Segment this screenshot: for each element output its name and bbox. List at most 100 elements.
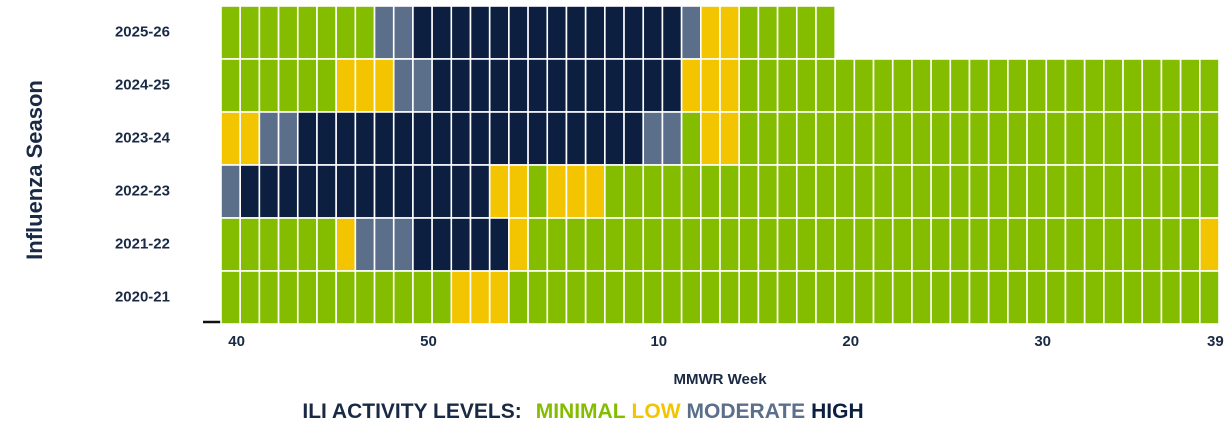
cell xyxy=(1045,111,1067,166)
cell xyxy=(911,164,932,219)
cell xyxy=(623,164,645,219)
cell xyxy=(412,270,433,325)
cell xyxy=(776,58,798,113)
cell xyxy=(604,217,625,272)
cell xyxy=(258,58,280,113)
cell xyxy=(450,217,472,272)
cell xyxy=(891,270,913,325)
cell xyxy=(1007,58,1028,113)
cell xyxy=(700,111,721,166)
y-tick-label: 2023-24 xyxy=(115,129,171,146)
cell xyxy=(239,58,261,113)
cell xyxy=(1179,111,1201,166)
cell xyxy=(584,270,606,325)
cell xyxy=(680,58,702,113)
cell xyxy=(834,164,856,219)
cell xyxy=(1179,58,1201,113)
cell xyxy=(431,217,453,272)
cell xyxy=(296,217,318,272)
cell xyxy=(488,58,510,113)
cell xyxy=(1179,217,1201,272)
cell xyxy=(815,5,836,60)
cell xyxy=(1026,111,1048,166)
cell xyxy=(220,5,241,60)
cell xyxy=(277,5,299,60)
cell xyxy=(220,270,241,325)
cell xyxy=(1083,217,1105,272)
cell xyxy=(891,164,913,219)
cell xyxy=(546,217,568,272)
cell xyxy=(450,5,472,60)
cell xyxy=(1026,270,1048,325)
cell xyxy=(1179,270,1201,325)
cell xyxy=(584,217,606,272)
cell xyxy=(968,164,990,219)
cell xyxy=(700,270,721,325)
x-tick-label: 39 xyxy=(1207,333,1224,350)
cell xyxy=(738,5,760,60)
legend-entry: LOW xyxy=(632,400,681,423)
cell xyxy=(853,270,875,325)
cell xyxy=(258,111,280,166)
cell xyxy=(1103,164,1124,219)
cell xyxy=(508,58,529,113)
cell xyxy=(719,270,740,325)
cell xyxy=(373,270,395,325)
cell xyxy=(450,270,472,325)
cell xyxy=(392,58,414,113)
cell xyxy=(661,270,683,325)
cell xyxy=(1103,111,1124,166)
cell xyxy=(700,58,721,113)
cell xyxy=(949,164,971,219)
cell xyxy=(1122,111,1144,166)
cell xyxy=(700,164,721,219)
cell xyxy=(335,270,357,325)
cell xyxy=(316,111,337,166)
cell xyxy=(392,270,414,325)
cell xyxy=(412,111,433,166)
cell xyxy=(546,111,568,166)
cell xyxy=(220,164,241,219)
cell xyxy=(795,270,817,325)
cell xyxy=(277,270,299,325)
cell xyxy=(546,58,568,113)
cell xyxy=(1141,58,1163,113)
cell xyxy=(968,270,990,325)
cell xyxy=(450,58,472,113)
cell xyxy=(700,5,721,60)
x-tick-label: 20 xyxy=(842,333,859,350)
cell xyxy=(987,58,1009,113)
cell xyxy=(258,270,280,325)
cell xyxy=(508,217,529,272)
cell xyxy=(1026,217,1048,272)
legend: ILI ACTIVITY LEVELS: MINIMAL LOW MODERATE HI… xyxy=(302,400,863,423)
cell xyxy=(738,164,760,219)
cell xyxy=(258,164,280,219)
cell xyxy=(469,217,491,272)
cell xyxy=(373,58,395,113)
cell xyxy=(1103,217,1124,272)
cell xyxy=(738,270,760,325)
cell xyxy=(853,111,875,166)
cell xyxy=(450,111,472,166)
cell xyxy=(834,270,856,325)
legend-title: ILI ACTIVITY LEVELS: xyxy=(302,400,521,423)
cell xyxy=(565,111,587,166)
cell xyxy=(815,111,836,166)
cell xyxy=(680,111,702,166)
cell xyxy=(220,111,241,166)
cell xyxy=(757,164,779,219)
cell xyxy=(565,5,587,60)
cell xyxy=(296,111,318,166)
cell xyxy=(277,217,299,272)
cell xyxy=(392,5,414,60)
cell xyxy=(373,111,395,166)
cell xyxy=(642,164,664,219)
x-tick-label: 50 xyxy=(420,333,437,350)
cell xyxy=(1179,164,1201,219)
cell xyxy=(431,270,453,325)
cell xyxy=(373,217,395,272)
cell xyxy=(296,5,318,60)
cell xyxy=(239,217,261,272)
cell xyxy=(1141,217,1163,272)
